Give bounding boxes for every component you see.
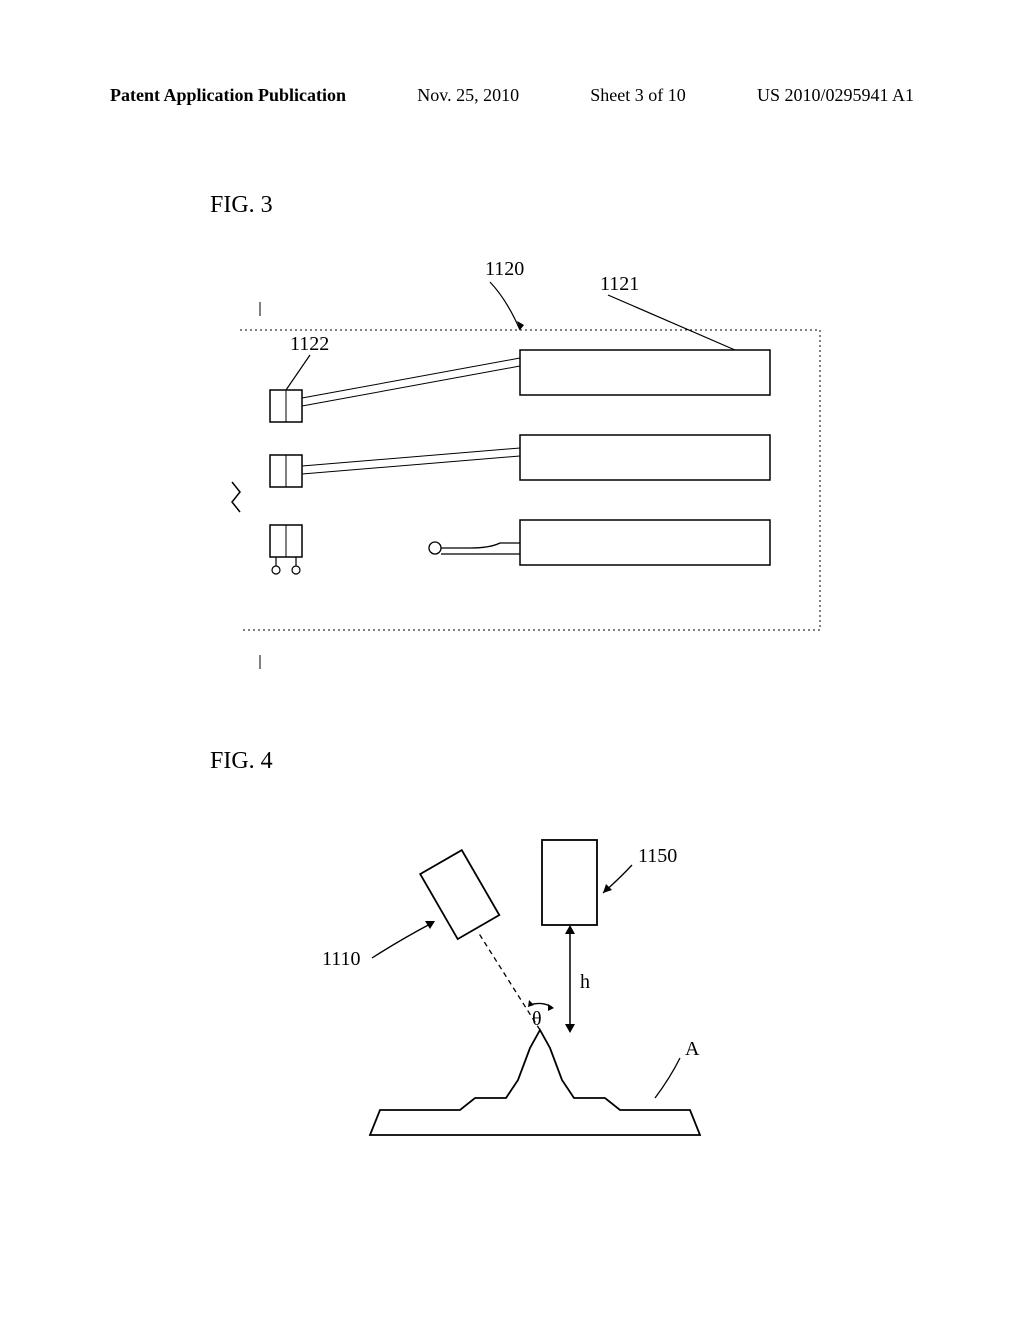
header-sheet: Sheet 3 of 10: [590, 85, 685, 106]
leader-1122: [286, 355, 310, 390]
ref-1150: 1150: [638, 845, 677, 867]
ref-1121: 1121: [600, 273, 639, 295]
fig3-link-3: [429, 542, 520, 554]
fig4-diagram: h θ 1150 1110 A: [260, 820, 780, 1180]
header-date: Nov. 25, 2010: [417, 85, 519, 106]
leader-A: [655, 1058, 680, 1098]
header-pubno: US 2010/0295941 A1: [757, 85, 914, 106]
leader-1120: [490, 282, 520, 330]
fig3-rect-1: [520, 350, 770, 395]
tilted-box: [420, 850, 499, 939]
camera-box: [542, 840, 597, 925]
fig3-link-1: [302, 358, 520, 406]
fig3-block-2: [270, 455, 302, 487]
header-left: Patent Application Publication: [110, 85, 346, 106]
page-header: Patent Application Publication Nov. 25, …: [0, 85, 1024, 106]
leader-1110: [372, 921, 435, 958]
fig3-rect-2: [520, 435, 770, 480]
fig4-label: FIG. 4: [210, 748, 273, 775]
ref-1110: 1110: [322, 948, 361, 970]
theta-ray: [478, 932, 540, 1030]
fig3-label: FIG. 3: [210, 192, 273, 219]
fig3-rect-3: [520, 520, 770, 565]
label-h: h: [580, 971, 590, 993]
fig3-block-3: [270, 525, 302, 574]
h-arrow: [565, 925, 575, 1033]
label-theta: θ: [532, 1008, 542, 1030]
fig3-block-1: [270, 390, 302, 422]
leader-1121: [608, 295, 735, 350]
ref-1122: 1122: [290, 333, 329, 355]
ship-outline: [370, 1030, 700, 1135]
leader-1150: [603, 865, 632, 893]
ref-1120: 1120: [485, 258, 524, 280]
fig3-link-2: [302, 448, 520, 474]
fig3-diagram: 1120 1121 1122: [210, 260, 830, 690]
label-A: A: [685, 1038, 700, 1060]
